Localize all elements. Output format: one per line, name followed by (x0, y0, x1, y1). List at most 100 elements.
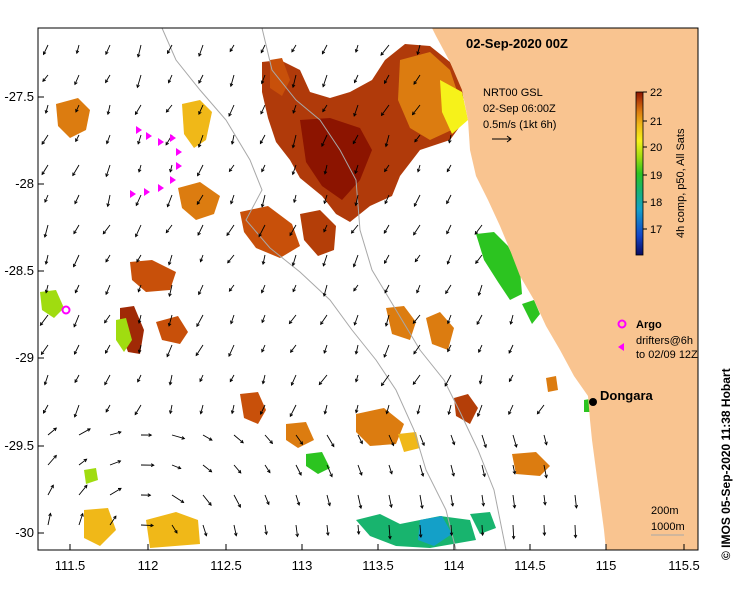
current-arrow (295, 494, 300, 506)
current-arrow (166, 344, 173, 357)
colorbar-tick-label: 22 (650, 87, 662, 99)
current-arrow (229, 164, 235, 172)
current-arrow-head (353, 79, 358, 84)
current-arrow (543, 494, 546, 505)
current-arrow (320, 314, 328, 325)
current-arrow (419, 524, 422, 538)
current-arrow-head (330, 443, 335, 448)
current-arrow-head (261, 380, 266, 385)
current-arrow (44, 194, 49, 203)
current-arrow (388, 464, 393, 474)
current-arrow-head (227, 259, 231, 264)
current-arrow-head (418, 534, 423, 539)
current-arrow-head (117, 430, 122, 435)
current-arrow (43, 404, 49, 414)
current-arrow (322, 44, 328, 55)
drifter-marker (176, 148, 182, 156)
current-arrow (75, 104, 80, 113)
current-arrow (47, 427, 57, 436)
current-arrow (388, 494, 392, 508)
current-arrow-head (44, 109, 49, 114)
current-arrow-head (290, 382, 295, 386)
current-arrow (171, 434, 185, 440)
current-arrow-head (322, 292, 327, 297)
current-arrow (105, 254, 111, 263)
current-arrow (261, 314, 266, 323)
current-arrow (261, 194, 266, 208)
current-arrow (228, 104, 235, 117)
current-arrow (323, 224, 328, 232)
current-arrow (324, 404, 328, 414)
current-arrow-head (150, 463, 155, 467)
current-arrow-head (412, 381, 417, 386)
x-tick-label: 112.5 (210, 558, 242, 573)
current-arrow-head (117, 460, 122, 464)
current-arrow-head (322, 108, 326, 113)
current-arrow-head (451, 441, 456, 446)
current-arrow-head (198, 52, 202, 57)
current-arrow-head (136, 53, 141, 58)
sst-patch (300, 118, 372, 200)
current-arrow (295, 524, 298, 537)
sst-patch (84, 468, 98, 484)
current-arrow (138, 344, 142, 353)
current-arrow-head (44, 199, 48, 203)
current-arrow (509, 374, 514, 382)
current-arrow (355, 44, 359, 53)
current-scale-arrow (492, 135, 512, 143)
current-arrow (481, 434, 487, 448)
current-arrow-head (137, 288, 141, 293)
current-arrow (229, 284, 235, 292)
x-tick-label: 114 (444, 558, 465, 573)
current-arrow-head (384, 168, 388, 173)
current-arrow (41, 134, 49, 145)
current-arrow-head (543, 501, 547, 506)
current-arrow-head (413, 203, 418, 207)
current-arrow-head (352, 263, 357, 268)
drifter-legend-line1: drifters@6h (636, 335, 693, 347)
current-arrow (196, 314, 204, 327)
current-arrow-head (544, 441, 548, 446)
current-arrow (200, 254, 204, 262)
current-arrow-head (135, 202, 139, 207)
current-arrow-head (321, 50, 326, 55)
drifter-marker (176, 162, 182, 170)
current-arrow (446, 224, 452, 234)
current-arrow (109, 460, 121, 466)
current-arrow (292, 284, 297, 292)
current-arrow-head (105, 408, 110, 413)
current-arrow-head (383, 230, 388, 234)
current-arrow (446, 194, 452, 204)
current-arrow (380, 44, 390, 56)
current-arrow-head (237, 469, 242, 474)
current-arrow (448, 404, 452, 415)
current-legend-line2: 02-Sep 06:00Z (483, 103, 556, 115)
current-arrow-head (420, 505, 424, 510)
current-arrow-head (167, 261, 172, 266)
current-arrow-head (260, 49, 265, 54)
contour-200m (261, 28, 507, 550)
current-arrow-head (350, 229, 355, 234)
current-arrow-head (165, 229, 170, 234)
current-arrow (323, 284, 328, 297)
current-arrow-head (259, 140, 264, 145)
current-arrow-head (74, 379, 78, 384)
current-arrow-head (291, 262, 296, 267)
current-arrow-head (326, 532, 330, 537)
current-arrow-head (353, 321, 358, 326)
current-arrow (42, 74, 49, 82)
drifter-legend-icon (618, 343, 624, 351)
current-arrow (47, 455, 57, 466)
y-tick-label: -27.5 (4, 89, 34, 104)
current-arrow-head (43, 381, 48, 386)
current-arrow (450, 494, 454, 506)
current-arrow-head (50, 484, 54, 489)
current-arrow-head (474, 231, 479, 235)
current-arrow-head (260, 289, 265, 294)
current-arrow (102, 224, 111, 235)
current-arrow (200, 404, 204, 414)
current-arrow (357, 494, 362, 509)
current-arrow (384, 74, 390, 84)
current-arrow (446, 164, 452, 172)
